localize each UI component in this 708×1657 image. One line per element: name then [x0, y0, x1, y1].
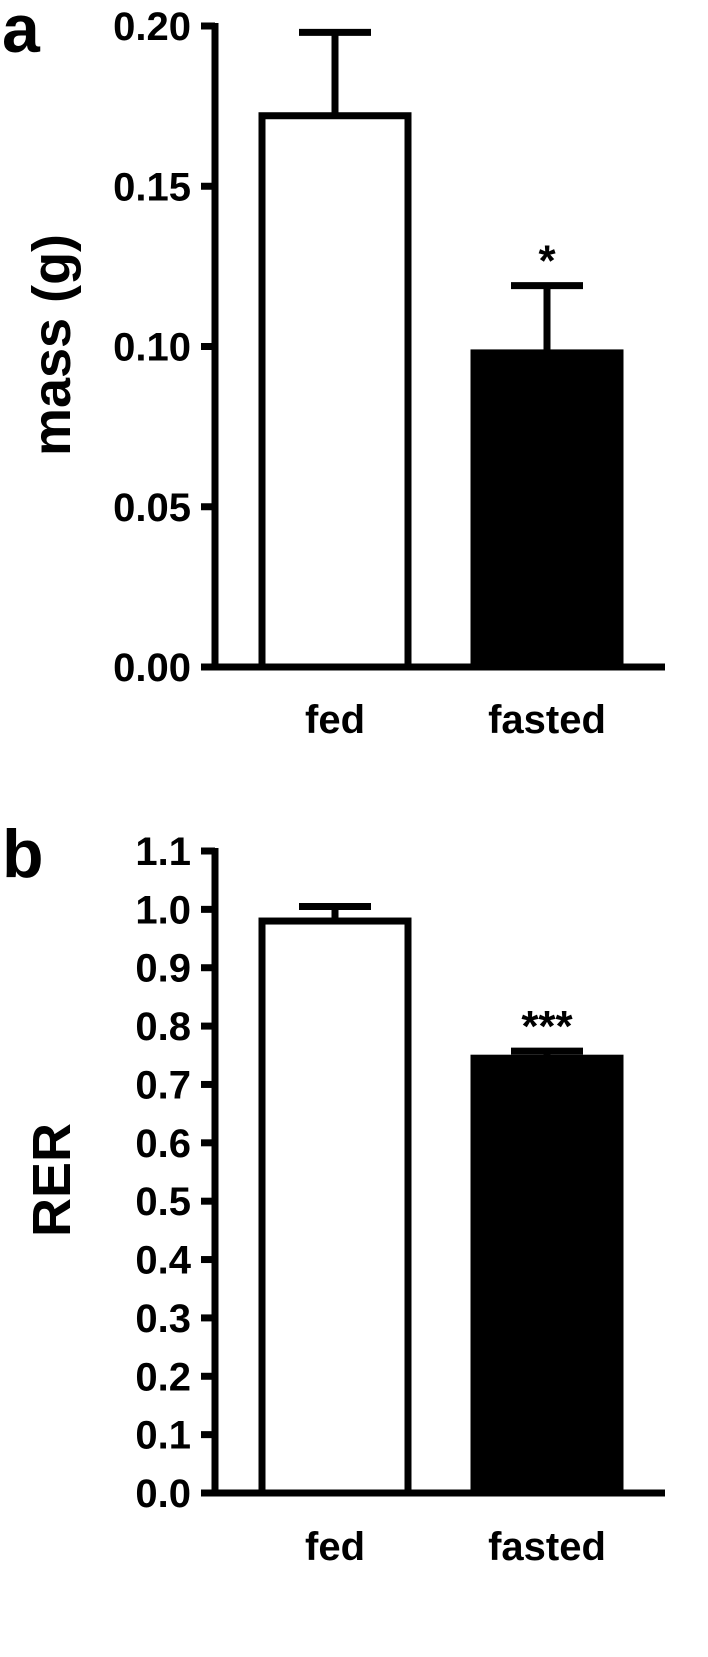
category-label-fed: fed — [305, 698, 365, 742]
category-label-fed: fed — [305, 1525, 365, 1569]
panel-a: a mass (g) 0.00 0.05 0.10 0.15 0.20 * fed fas… — [2, 0, 665, 742]
panel-letter-a: a — [2, 0, 41, 67]
y-tick-label: 0.4 — [135, 1239, 191, 1283]
bar-fed — [258, 112, 412, 671]
y-tick-label: 0.15 — [113, 165, 191, 209]
y-tick-label: 0.9 — [135, 947, 191, 991]
y-tick-label: 0.0 — [135, 1472, 191, 1516]
y-tick-label: 1.1 — [135, 830, 191, 874]
categories-a: fed fasted — [305, 698, 606, 742]
y-tick-label: 0.2 — [135, 1355, 191, 1399]
y-tick-label: 0.05 — [113, 486, 191, 530]
bars-a: * — [258, 28, 624, 671]
y-tick-label: 0.3 — [135, 1297, 191, 1341]
significance-fasted: * — [538, 237, 556, 286]
category-label-fasted: fasted — [488, 698, 606, 742]
y-tick-label: 0.5 — [135, 1180, 191, 1224]
y-axis-label-a: mass (g) — [22, 234, 82, 456]
categories-b: fed fasted — [305, 1525, 606, 1569]
y-tick-label: 0.10 — [113, 326, 191, 370]
y-tick-label: 1.0 — [135, 888, 191, 932]
y-ticks-b: 0.0 0.1 0.2 0.3 0.4 0.5 0.6 0.7 0.8 0.9 1.0 1.1 — [135, 830, 215, 1516]
panel-b: b RER 0.0 0.1 0.2 0.3 0.4 0.5 0.6 0.7 0.8 0.9 1.0 1… — [2, 816, 665, 1569]
y-tick-label: 0.00 — [113, 646, 191, 690]
y-tick-label: 0.7 — [135, 1063, 191, 1107]
y-axis-label-b: RER — [22, 1123, 82, 1237]
category-label-fasted: fasted — [488, 1525, 606, 1569]
y-tick-label: 0.8 — [135, 1005, 191, 1049]
bar-fasted — [470, 1054, 624, 1497]
significance-fasted: *** — [521, 1002, 573, 1051]
y-tick-label: 0.20 — [113, 5, 191, 49]
panel-letter-b: b — [2, 816, 44, 892]
bar-fed — [258, 917, 412, 1497]
bar-fasted — [470, 349, 624, 671]
y-ticks-a: 0.00 0.05 0.10 0.15 0.20 — [113, 5, 215, 690]
bars-b: *** — [258, 902, 624, 1497]
y-tick-label: 0.6 — [135, 1122, 191, 1166]
y-tick-label: 0.1 — [135, 1414, 191, 1458]
